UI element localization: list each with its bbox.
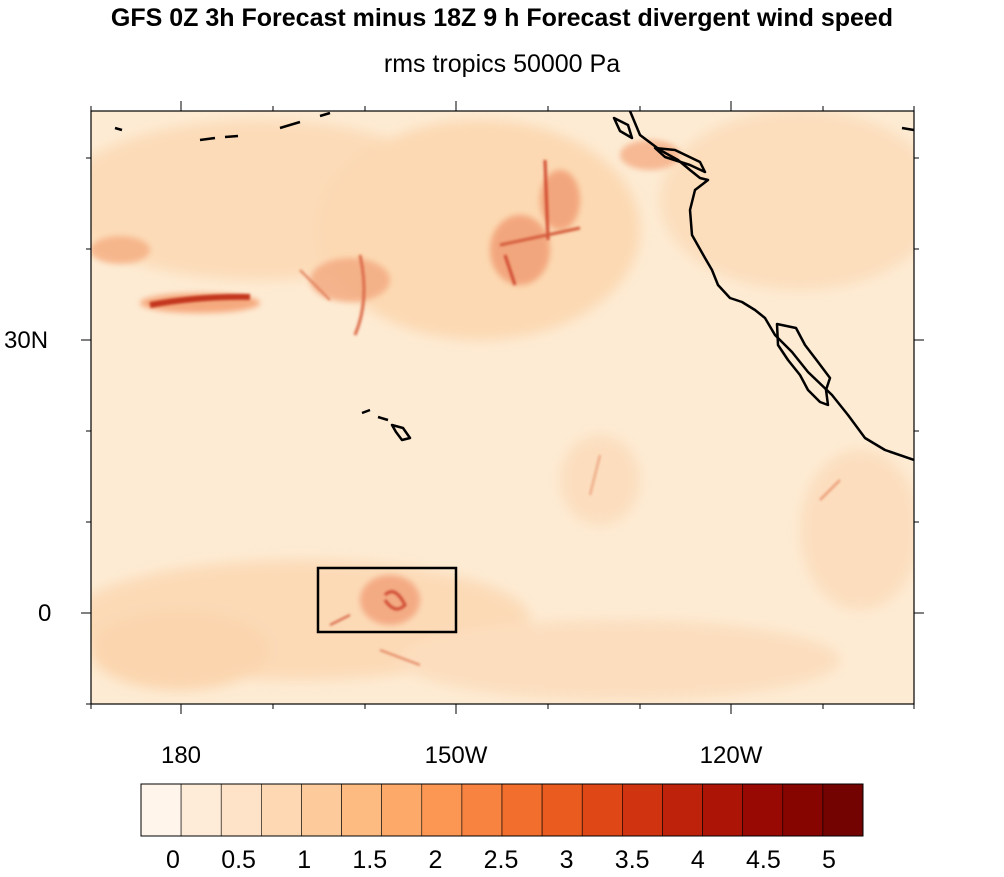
colorbar-swatch xyxy=(622,783,663,837)
axis-ticks xyxy=(81,101,924,714)
colorbar-tick-label: 0 xyxy=(166,846,180,874)
map-frame xyxy=(90,110,915,705)
field-peaks xyxy=(149,159,841,666)
colorbar-swatch xyxy=(581,783,623,837)
highlight-box xyxy=(316,566,458,634)
lat-label-0: 0 xyxy=(38,600,52,627)
colorbar xyxy=(140,783,864,837)
colorbar-swatch xyxy=(541,783,583,837)
coastline-baja xyxy=(775,322,832,407)
colorbar-frame xyxy=(140,783,864,837)
colorbar-swatch xyxy=(662,783,703,837)
colorbar-tick-label: 2.5 xyxy=(483,846,519,874)
colorbar-tick-label: 0.5 xyxy=(221,846,256,874)
colorbar-tick-label: 2 xyxy=(428,846,443,874)
coastline-aleutians xyxy=(114,111,331,142)
colorbar-swatch xyxy=(501,783,543,837)
colorbar-swatch xyxy=(461,783,503,837)
lon-label-180: 180 xyxy=(160,742,202,769)
lon-label-150w: 150W xyxy=(424,742,488,769)
colorbar-swatch xyxy=(822,783,864,837)
colorbar-tick-label: 5 xyxy=(822,846,836,874)
colorbar-tick-label: 1 xyxy=(297,846,312,874)
colorbar-swatch xyxy=(341,783,382,837)
colorbar-tick-label: 4.5 xyxy=(746,846,781,874)
colorbar-swatch xyxy=(261,783,302,837)
coastline-hawaii xyxy=(361,408,412,442)
colorbar-swatch xyxy=(180,783,222,837)
map-field xyxy=(91,111,914,704)
coastline-vancouver xyxy=(612,116,634,140)
coastline-alaska-east xyxy=(901,126,914,132)
colorbar-swatch xyxy=(421,783,463,837)
coastlines xyxy=(114,111,914,462)
colorbar-swatch xyxy=(220,783,262,837)
coastline-north-america xyxy=(628,111,914,462)
colorbar-swatch xyxy=(301,783,342,837)
chart-title: GFS 0Z 3h Forecast minus 18Z 9 h Forecas… xyxy=(110,4,894,32)
colorbar-swatch xyxy=(140,783,182,837)
colorbar-tick-label: 3.5 xyxy=(614,846,650,874)
colorbar-swatch xyxy=(782,783,824,837)
coastline-channel-islands xyxy=(653,146,707,174)
colorbar-swatch xyxy=(742,783,784,837)
colorbar-tick-label: 4 xyxy=(690,846,705,874)
field-broad-shading xyxy=(91,111,914,700)
lat-label-30n: 30N xyxy=(4,327,49,354)
colorbar-swatch xyxy=(381,783,423,837)
colorbar-swatch xyxy=(702,783,743,837)
colorbar-tick-label: 1.5 xyxy=(352,846,388,874)
lon-label-120w: 120W xyxy=(699,742,763,769)
colorbar-tick-label: 3 xyxy=(559,846,574,874)
chart-subtitle: rms tropics 50000 Pa xyxy=(383,50,621,78)
